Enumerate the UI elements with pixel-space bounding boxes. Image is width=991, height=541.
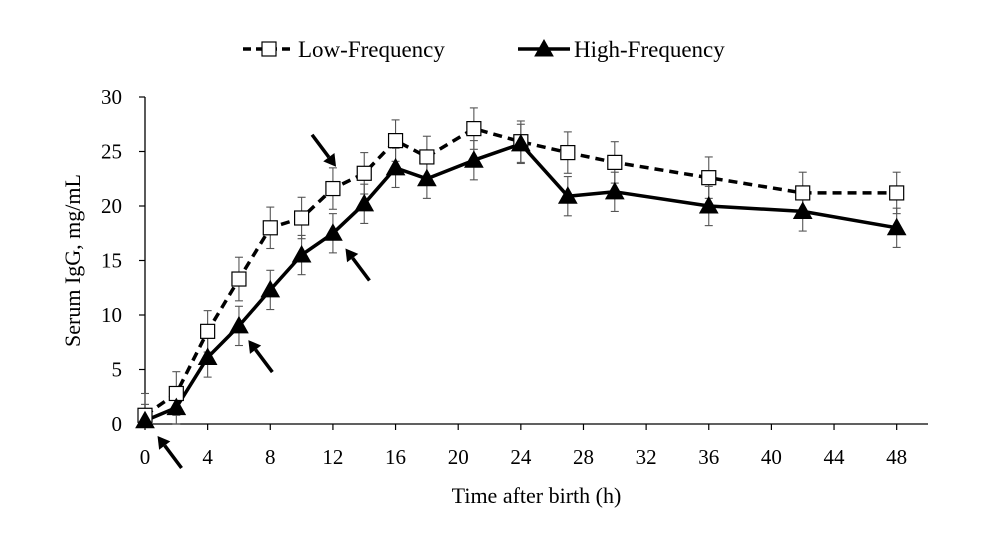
legend: Low-Frequency High-Frequency bbox=[243, 37, 725, 62]
data-point-low-frequency bbox=[560, 144, 576, 161]
data-point-high-frequency bbox=[417, 168, 437, 187]
y-tick-label: 10 bbox=[101, 303, 122, 327]
data-point-low-frequency bbox=[701, 170, 717, 186]
y-tick-label: 5 bbox=[112, 358, 123, 382]
x-tick-label: 0 bbox=[140, 445, 151, 469]
x-tick-label: 36 bbox=[698, 445, 719, 469]
data-point-low-frequency bbox=[325, 180, 341, 197]
data-point-low-frequency bbox=[419, 149, 435, 165]
x-tick-label: 40 bbox=[761, 445, 782, 469]
x-tick-label: 4 bbox=[202, 445, 213, 469]
legend-label-high-frequency: High-Frequency bbox=[574, 37, 725, 62]
data-point-low-frequency bbox=[466, 121, 482, 137]
data-point-low-frequency bbox=[262, 220, 278, 236]
data-point-high-frequency bbox=[464, 150, 484, 168]
x-tick-label: 16 bbox=[385, 445, 406, 469]
x-tick-label: 44 bbox=[824, 445, 846, 469]
annotation-arrow bbox=[351, 257, 371, 282]
data-point-low-frequency bbox=[356, 165, 372, 181]
data-point-low-frequency bbox=[200, 323, 216, 339]
annotation-arrow-head bbox=[345, 248, 359, 263]
y-tick-label: 0 bbox=[112, 412, 123, 436]
annotation-arrow bbox=[163, 444, 183, 470]
data-point-low-frequency bbox=[294, 210, 310, 226]
data-point-high-frequency bbox=[792, 201, 813, 219]
x-tick-label: 48 bbox=[886, 445, 907, 469]
data-point-high-frequency bbox=[510, 133, 531, 152]
data-point-high-frequency bbox=[291, 245, 312, 263]
data-point-high-frequency bbox=[197, 347, 218, 366]
series-line-high-frequency bbox=[144, 142, 898, 423]
x-tick-label: 28 bbox=[573, 445, 594, 469]
data-point-high-frequency bbox=[698, 195, 719, 214]
x-tick-label: 12 bbox=[322, 445, 343, 469]
x-ticks: 0 4 8 12 16 20 24 28 32 36 40 44 48 bbox=[140, 424, 907, 469]
x-tick-label: 8 bbox=[265, 445, 276, 469]
data-point-low-frequency bbox=[795, 185, 811, 201]
data-point-high-frequency bbox=[354, 193, 375, 212]
x-tick-label: 32 bbox=[636, 445, 657, 469]
annotation-arrow bbox=[254, 348, 274, 374]
x-tick-label: 24 bbox=[510, 445, 532, 469]
x-tick-label: 20 bbox=[448, 445, 469, 469]
legend-marker-high-frequency bbox=[534, 38, 554, 57]
annotation-arrow bbox=[310, 133, 331, 159]
series-line-low-frequency bbox=[143, 126, 897, 417]
annotations bbox=[157, 133, 371, 470]
legend-label-low-frequency: Low-Frequency bbox=[298, 37, 445, 62]
data-point-high-frequency bbox=[135, 410, 155, 429]
data-point-low-frequency bbox=[607, 154, 623, 170]
data-point-high-frequency bbox=[886, 217, 907, 236]
legend-marker-low-frequency bbox=[261, 41, 277, 57]
x-axis-label: Time after birth (h) bbox=[452, 483, 622, 508]
y-tick-label: 30 bbox=[101, 85, 122, 109]
y-tick-label: 20 bbox=[101, 194, 122, 218]
y-axis-label: Serum IgG, mg/mL bbox=[60, 174, 85, 347]
y-tick-label: 15 bbox=[101, 249, 122, 273]
data-point-high-frequency bbox=[604, 181, 625, 200]
y-ticks: 0 5 10 15 20 25 30 bbox=[101, 85, 145, 436]
annotation-arrow-head bbox=[323, 152, 337, 167]
annotation-arrow-head bbox=[157, 435, 171, 450]
plot-area bbox=[135, 107, 907, 429]
data-point-low-frequency bbox=[387, 133, 404, 149]
data-point-high-frequency bbox=[260, 279, 281, 298]
data-point-high-frequency bbox=[557, 186, 578, 204]
annotation-arrow-head bbox=[248, 340, 262, 354]
data-point-low-frequency bbox=[889, 185, 905, 201]
y-tick-label: 25 bbox=[101, 140, 122, 164]
data-point-high-frequency bbox=[166, 397, 187, 416]
data-point-high-frequency bbox=[323, 223, 343, 241]
data-point-high-frequency bbox=[385, 157, 406, 176]
data-point-low-frequency bbox=[231, 271, 247, 287]
data-point-high-frequency bbox=[229, 315, 249, 334]
